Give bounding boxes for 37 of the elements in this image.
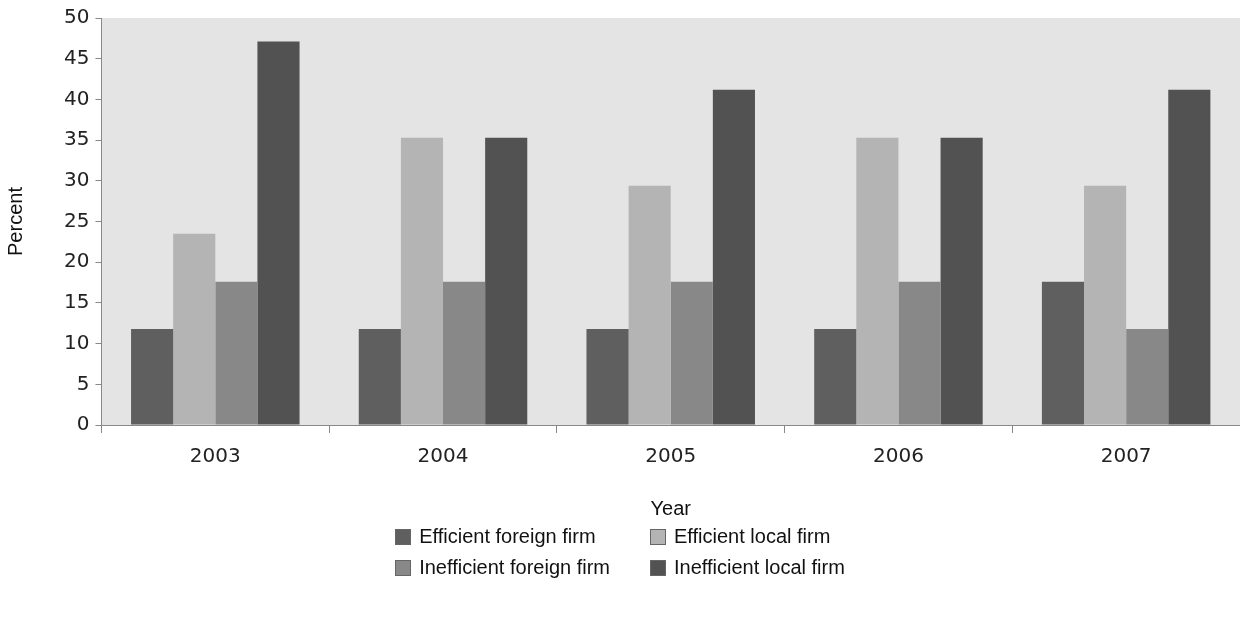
y-tick-label: 35 [64,126,90,151]
legend-label: Inefficient foreign firm [419,556,611,579]
bar [173,233,216,425]
y-tick-label: 20 [64,248,90,273]
bar [856,137,899,425]
bar [1084,185,1127,425]
bar [712,89,755,425]
x-axis-title: Year [650,496,692,519]
y-tick-label: 45 [64,44,90,69]
legend-label: Efficient local firm [674,525,831,548]
legend-label: Efficient foreign firm [419,525,596,548]
y-tick-label: 25 [64,207,90,232]
y-tick-label: 40 [64,85,90,110]
x-tick-label: 2005 [645,443,697,468]
bar [358,328,401,425]
x-tick-label: 2003 [189,443,241,468]
legend-label: Inefficient local firm [674,556,845,579]
x-tick-label: 2007 [1100,443,1152,468]
bar [940,137,983,425]
y-tick-label: 10 [64,329,90,354]
bar [586,328,629,425]
bar [131,328,174,425]
y-axis-title: Percent [3,186,26,256]
bar [400,137,444,425]
y-tick-label: 30 [64,167,90,191]
bar [485,137,528,425]
x-tick-label: 2006 [872,443,924,468]
y-tick-label: 5 [76,370,90,395]
y-tick-label: 50 [64,4,90,29]
bar [257,41,300,425]
bar [1041,281,1085,425]
y-tick-label: 0 [76,411,90,436]
bar [628,185,671,425]
x-tick-label: 2004 [417,443,469,468]
bar [814,328,857,425]
y-tick-label: 15 [64,289,90,314]
bar [1168,89,1211,425]
